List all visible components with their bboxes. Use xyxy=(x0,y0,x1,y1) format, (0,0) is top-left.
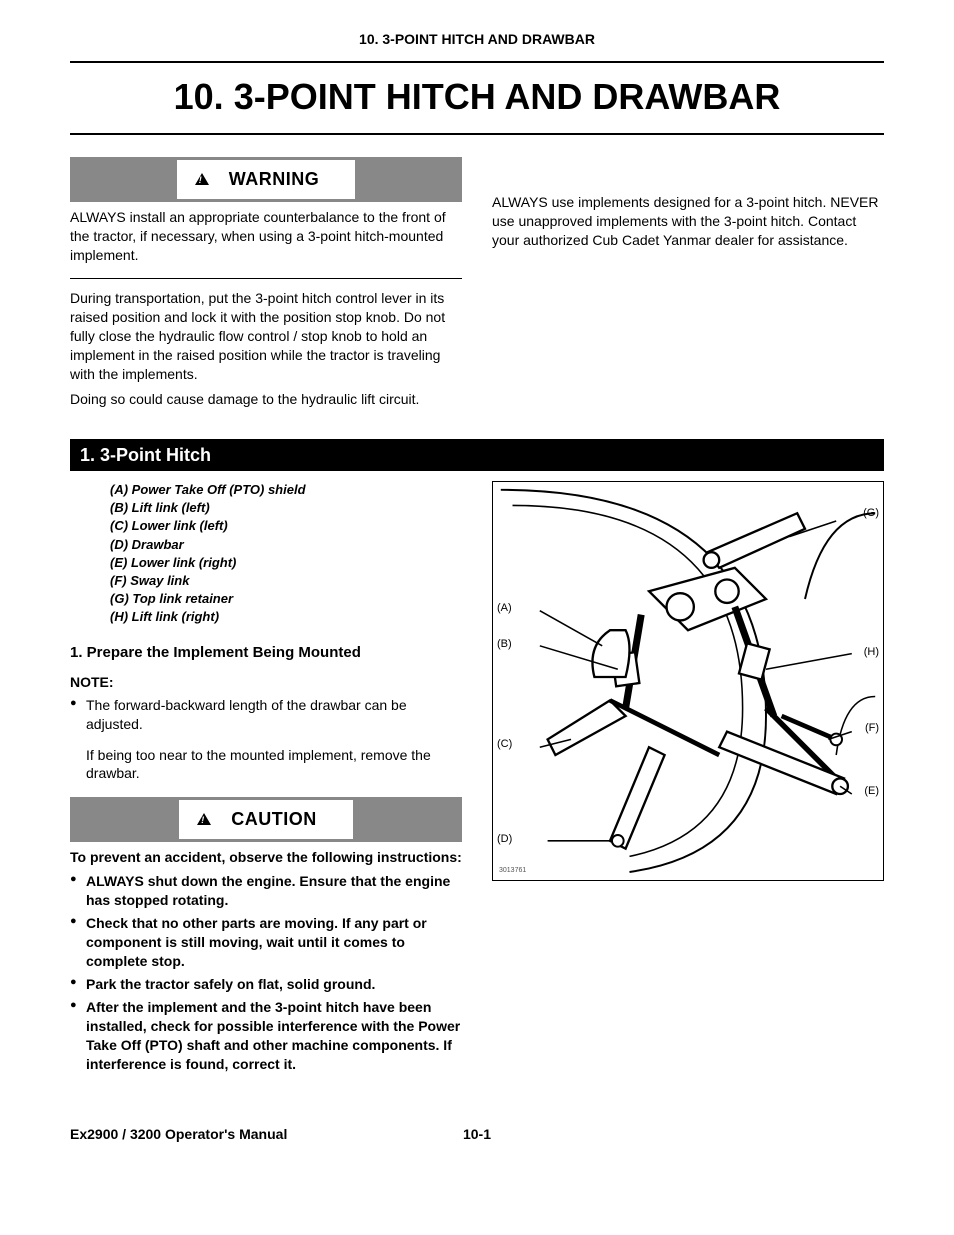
hitch-diagram-svg xyxy=(493,482,883,880)
transport-para-2: Doing so could cause damage to the hydra… xyxy=(70,390,462,409)
legend-e: (E) Lower link (right) xyxy=(110,554,462,572)
note-label: NOTE: xyxy=(70,673,462,692)
caution-item-4: After the implement and the 3-point hitc… xyxy=(70,998,462,1074)
running-header: 10. 3-POINT HITCH AND DRAWBAR xyxy=(70,30,884,49)
diagram-label-a: (A) xyxy=(497,601,512,616)
diagram-label-b: (B) xyxy=(497,637,512,652)
section-1-bar: 1. 3-Point Hitch xyxy=(70,439,884,471)
divider xyxy=(70,278,462,279)
intro-left-col: WARNING ALWAYS install an appropriate co… xyxy=(70,157,462,414)
caution-intro: To prevent an accident, observe the foll… xyxy=(70,848,462,867)
hitch-diagram: (A) (B) (C) (D) (G) (H) (F) (E) 3013761 xyxy=(492,481,884,881)
footer-manual: Ex2900 / 3200 Operator's Manual xyxy=(70,1125,341,1144)
legend-h: (H) Lift link (right) xyxy=(110,608,462,626)
diagram-label-f: (F) xyxy=(865,721,879,736)
note-bullet-1: The forward-backward length of the drawb… xyxy=(70,696,462,734)
title-underline xyxy=(70,133,884,135)
section-1-left: (A) Power Take Off (PTO) shield (B) Lift… xyxy=(70,481,462,1085)
legend-a: (A) Power Take Off (PTO) shield xyxy=(110,481,462,499)
page-footer: Ex2900 / 3200 Operator's Manual 10-1 xyxy=(70,1125,884,1144)
warning-text-left: ALWAYS install an appropriate counterbal… xyxy=(70,208,462,265)
parts-legend: (A) Power Take Off (PTO) shield (B) Lift… xyxy=(110,481,462,627)
diagram-ref: 3013761 xyxy=(499,866,526,875)
caution-banner: CAUTION xyxy=(70,797,462,841)
alert-icon xyxy=(195,173,209,185)
warning-banner: WARNING xyxy=(70,157,462,201)
diagram-label-g: (G) xyxy=(863,506,879,521)
caution-item-2: Check that no other parts are moving. If… xyxy=(70,914,462,971)
diagram-label-d: (D) xyxy=(497,832,512,847)
legend-d: (D) Drawbar xyxy=(110,536,462,554)
intro-columns: WARNING ALWAYS install an appropriate co… xyxy=(70,157,884,414)
subheading-prepare: 1. Prepare the Implement Being Mounted xyxy=(70,643,462,663)
caution-item-1: ALWAYS shut down the engine. Ensure that… xyxy=(70,872,462,910)
chapter-title: 10. 3-POINT HITCH AND DRAWBAR xyxy=(70,73,884,122)
top-rule xyxy=(70,61,884,63)
alert-icon xyxy=(197,813,211,825)
diagram-label-e: (E) xyxy=(864,784,879,799)
caution-label: CAUTION xyxy=(213,805,335,833)
warning-text-right: ALWAYS use implements designed for a 3-p… xyxy=(492,193,884,250)
legend-f: (F) Sway link xyxy=(110,572,462,590)
legend-g: (G) Top link retainer xyxy=(110,590,462,608)
diagram-label-h: (H) xyxy=(864,645,879,660)
legend-b: (B) Lift link (left) xyxy=(110,499,462,517)
section-1-columns: (A) Power Take Off (PTO) shield (B) Lift… xyxy=(70,481,884,1085)
caution-list: ALWAYS shut down the engine. Ensure that… xyxy=(70,872,462,1073)
caution-item-3: Park the tractor safely on flat, solid g… xyxy=(70,975,462,994)
legend-c: (C) Lower link (left) xyxy=(110,517,462,535)
note-followup: If being too near to the mounted impleme… xyxy=(70,746,462,784)
note-bullets: The forward-backward length of the drawb… xyxy=(70,696,462,734)
diagram-label-c: (C) xyxy=(497,737,512,752)
intro-right-col: ALWAYS use implements designed for a 3-p… xyxy=(492,157,884,414)
transport-para-1: During transportation, put the 3-point h… xyxy=(70,289,462,383)
section-1-right: (A) (B) (C) (D) (G) (H) (F) (E) 3013761 xyxy=(492,481,884,1085)
warning-label: WARNING xyxy=(211,165,338,193)
footer-page: 10-1 xyxy=(341,1125,612,1144)
